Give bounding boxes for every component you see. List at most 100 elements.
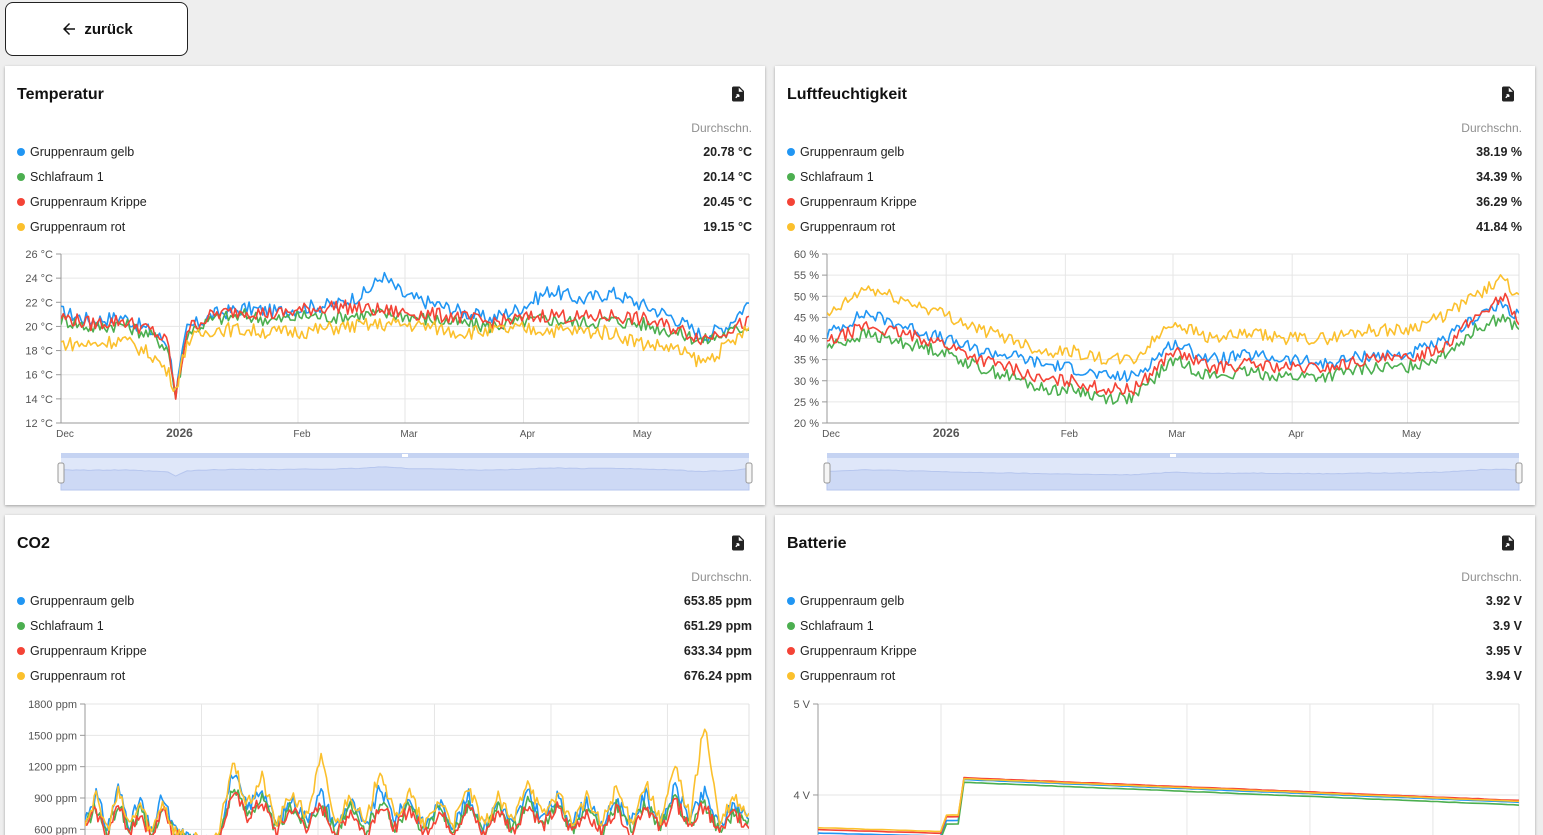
legend-item[interactable]: Gruppenraum Krippe 3.95 V <box>787 641 1522 661</box>
co2-chart[interactable]: 1800 ppm 1500 ppm 1200 ppm 900 ppm 600 ppm <box>5 515 765 835</box>
x-tick-label: 2026 <box>166 426 193 440</box>
legend-item[interactable]: Gruppenraum gelb 3.92 V <box>787 591 1522 611</box>
legend-item[interactable]: Schlafraum 1 20.14 °C <box>17 167 752 187</box>
y-tick-label: 1500 ppm <box>28 730 77 742</box>
export-file-icon[interactable] <box>729 533 747 553</box>
navigator-handle-right[interactable] <box>745 462 753 484</box>
y-tick-label: 30 % <box>794 376 819 388</box>
export-file-icon[interactable] <box>1499 533 1517 553</box>
legend-dot <box>787 622 795 630</box>
x-tick-label: Apr <box>1288 429 1304 440</box>
series-line-rot <box>61 317 749 393</box>
legend-item[interactable]: Schlafraum 1 3.9 V <box>787 616 1522 636</box>
legend-item[interactable]: Gruppenraum Krippe 20.45 °C <box>17 192 752 212</box>
legend-dot <box>17 173 25 181</box>
legend-average: 19.15 °C <box>703 220 752 234</box>
legend-name: Gruppenraum rot <box>800 220 896 234</box>
navigator-series <box>60 466 750 491</box>
legend-dot <box>17 622 25 630</box>
legend-name: Gruppenraum gelb <box>800 594 905 608</box>
y-tick-label: 18 °C <box>25 346 53 358</box>
y-tick-label: 16 °C <box>25 370 53 382</box>
temperature-chart[interactable]: 26 °C 24 °C 22 °C 20 °C 18 °C 16 °C 14 °C 12 °C… <box>5 66 765 505</box>
series-group <box>818 776 1519 835</box>
x-tick-label: Feb <box>1061 429 1079 440</box>
legend-dot <box>17 223 25 231</box>
series-line-schlaf <box>85 788 749 835</box>
y-tick-label: 900 ppm <box>34 793 77 805</box>
x-tick-label: Mar <box>400 429 418 440</box>
export-file-icon[interactable] <box>1499 84 1517 104</box>
legend-dot <box>17 672 25 680</box>
series-line-schlaf <box>827 313 1519 405</box>
legend-average: 651.29 ppm <box>683 619 752 633</box>
legend-item[interactable]: Gruppenraum rot 3.94 V <box>787 666 1522 686</box>
navigator-scroll-thumb <box>1170 454 1176 457</box>
back-button[interactable]: zurück <box>5 2 188 56</box>
y-tick-label: 50 % <box>794 291 819 303</box>
series-line-rot <box>818 777 1519 833</box>
legend-name: Gruppenraum rot <box>800 669 896 683</box>
co2-card: CO2 Durchschn. Gruppenraum gelb 653.85 pp… <box>5 515 765 835</box>
x-tick-label: Mar <box>1168 429 1186 440</box>
average-header: Durchschn. <box>1461 121 1522 135</box>
series-group <box>85 728 749 835</box>
legend-item[interactable]: Gruppenraum rot 19.15 °C <box>17 217 752 237</box>
navigator-series <box>826 468 1520 491</box>
y-tick-label: 22 °C <box>25 297 53 309</box>
series-line-krippe <box>85 791 749 835</box>
legend-item[interactable]: Gruppenraum Krippe 36.29 % <box>787 192 1522 212</box>
legend-dot <box>787 173 795 181</box>
series-line-schlaf <box>941 781 1519 835</box>
y-tick-label: 55 % <box>794 270 819 282</box>
navigator-handle-left[interactable] <box>57 462 65 484</box>
series-group <box>827 274 1519 405</box>
legend-dot <box>787 223 795 231</box>
legend-name: Gruppenraum gelb <box>800 145 905 159</box>
legend-average: 36.29 % <box>1476 195 1522 209</box>
navigator-handle-right[interactable] <box>1515 462 1523 484</box>
legend-item[interactable]: Gruppenraum rot 676.24 ppm <box>17 666 752 686</box>
legend-name: Gruppenraum Krippe <box>800 195 917 209</box>
card-title: Luftfeuchtigkeit <box>787 86 907 103</box>
y-tick-label: 4 V <box>793 790 810 802</box>
legend-name: Gruppenraum Krippe <box>30 195 147 209</box>
export-file-icon[interactable] <box>729 84 747 104</box>
y-tick-label: 1200 ppm <box>28 762 77 774</box>
legend-dot <box>787 647 795 655</box>
legend-item[interactable]: Gruppenraum Krippe 633.34 ppm <box>17 641 752 661</box>
legend-average: 3.94 V <box>1485 669 1522 683</box>
legend-average: 633.34 ppm <box>683 644 752 658</box>
series-line-krippe <box>61 299 749 400</box>
battery-chart[interactable]: 5 V 4 V <box>775 515 1535 835</box>
y-tick-label: 26 °C <box>25 249 53 261</box>
legend-name: Gruppenraum rot <box>30 669 126 683</box>
legend-average: 38.19 % <box>1476 145 1522 159</box>
legend-dot <box>17 198 25 206</box>
legend-average: 3.92 V <box>1485 594 1522 608</box>
legend-item[interactable]: Gruppenraum rot 41.84 % <box>787 217 1522 237</box>
average-header: Durchschn. <box>691 570 752 584</box>
legend-item[interactable]: Schlafraum 1 34.39 % <box>787 167 1522 187</box>
x-tick-label: May <box>633 429 652 440</box>
arrow-left-icon <box>63 23 76 35</box>
legend-name: Gruppenraum gelb <box>30 594 135 608</box>
legend-name: Gruppenraum Krippe <box>800 644 917 658</box>
legend-item[interactable]: Schlafraum 1 651.29 ppm <box>17 616 752 636</box>
legend-item[interactable]: Gruppenraum gelb 653.85 ppm <box>17 591 752 611</box>
humidity-chart[interactable]: 60 % 55 % 50 % 45 % 40 % 35 % 30 % 25 % 20 %Dec 2… <box>775 66 1535 505</box>
legend-item[interactable]: Gruppenraum gelb 38.19 % <box>787 142 1522 162</box>
x-tick-label: Apr <box>520 429 536 440</box>
legend-average: 676.24 ppm <box>683 669 752 683</box>
series-line-rot <box>827 274 1519 365</box>
legend-item[interactable]: Gruppenraum gelb 20.78 °C <box>17 142 752 162</box>
temperature-card: Temperatur Durchschn. Gruppenraum gelb 20… <box>5 66 765 505</box>
legend-name: Schlafraum 1 <box>30 170 104 184</box>
y-tick-label: 60 % <box>794 249 819 261</box>
average-header: Durchschn. <box>1461 570 1522 584</box>
back-button-label: zurück <box>84 20 133 38</box>
y-tick-label: 25 % <box>794 397 819 409</box>
legend-average: 20.14 °C <box>703 170 752 184</box>
navigator-handle-left[interactable] <box>823 462 831 484</box>
series-line-gelb <box>85 773 749 835</box>
